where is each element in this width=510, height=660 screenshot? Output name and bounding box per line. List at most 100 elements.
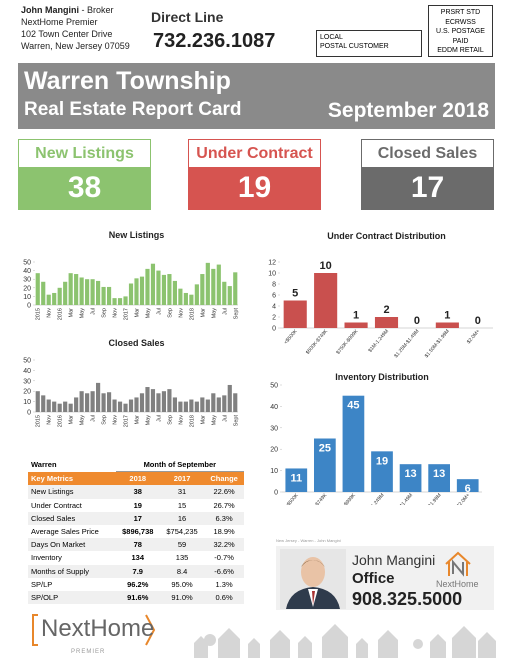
x-tick-label: Sept — [233, 308, 239, 320]
agent-role: - Broker — [81, 5, 114, 15]
bar — [283, 300, 307, 328]
table-cell: 0.6% — [215, 592, 233, 602]
header-cell: 2017 — [173, 474, 191, 484]
bar — [139, 276, 145, 305]
x-tick-label: May — [211, 415, 217, 426]
x-tick-label: 2018 — [189, 308, 195, 320]
stat-label: Under Contract — [189, 140, 320, 167]
house — [270, 630, 290, 658]
bar — [314, 273, 338, 328]
table-cell: 22.6% — [213, 487, 235, 497]
table-cell: Inventory — [31, 553, 62, 563]
y-tick-label: 0 — [272, 326, 276, 333]
bar — [150, 389, 156, 412]
banner-period: September 2018 — [327, 99, 489, 122]
address: 102 Town Center Drive — [21, 29, 113, 39]
table-cell: 38 — [133, 487, 142, 497]
x-tick-label: $500K-$749K — [304, 492, 329, 505]
bar — [285, 468, 308, 492]
table-cell: -0.7% — [214, 553, 234, 563]
bar — [211, 268, 216, 305]
x-tick-label: $1.50M-$1.99M — [424, 328, 451, 359]
bar — [161, 391, 167, 412]
table-cell: SP/LP — [31, 579, 53, 589]
bar — [96, 382, 101, 412]
table-cell: 96.2% — [127, 579, 149, 589]
bar — [167, 389, 172, 412]
stat-card: Under Contract 19 — [188, 139, 321, 210]
bar — [46, 294, 51, 305]
x-tick-label: $1.25M-$1.49M — [387, 492, 414, 505]
bar — [156, 393, 161, 412]
y-tick-label: 30 — [270, 425, 278, 432]
bar — [189, 399, 194, 412]
table-cell: Months of Supply — [31, 566, 89, 576]
x-tick-label: $1M-1.249M — [363, 492, 386, 505]
photo-hair — [301, 560, 325, 567]
value-label: 11 — [290, 472, 302, 484]
bar — [227, 384, 232, 412]
x-tick-label: 2015 — [36, 308, 42, 320]
recipient-line: LOCAL — [320, 34, 343, 41]
table-title-row: Warren Month of September — [28, 458, 244, 473]
x-tick-label: Nov — [178, 308, 184, 318]
y-tick-label: 4 — [272, 304, 276, 311]
bar — [41, 395, 46, 412]
y-tick-label: 20 — [270, 447, 278, 454]
bar — [85, 393, 90, 412]
bar — [178, 288, 183, 305]
table-row: SP/LP 96.2% 95.0% 1.3% — [28, 577, 244, 591]
value-label: 10 — [320, 260, 332, 272]
x-tick-label: Mar — [200, 308, 206, 318]
y-tick-label: 40 — [23, 268, 31, 275]
bar — [79, 277, 84, 305]
bar — [211, 393, 216, 412]
table-cell: 17 — [133, 513, 142, 523]
y-tick-label: 10 — [23, 399, 31, 406]
bracket — [145, 614, 156, 646]
bar — [117, 401, 123, 412]
x-tick-label: 2017 — [124, 415, 130, 427]
bar — [216, 264, 221, 305]
value-label: 1 — [444, 310, 450, 322]
y-tick-label: 40 — [23, 368, 31, 375]
brand-roof — [445, 551, 471, 576]
value-label: 13 — [433, 468, 445, 480]
table-cell: 78 — [133, 540, 142, 550]
y-tick-label: 10 — [268, 271, 276, 278]
table-cell: 1.3% — [215, 579, 233, 589]
bar — [161, 274, 167, 305]
postage-line: ECRWSS — [445, 18, 476, 26]
bar — [63, 401, 68, 412]
bar — [96, 280, 101, 305]
tree — [413, 639, 423, 649]
x-tick-label: Sep — [167, 415, 173, 425]
value-label: 2 — [383, 304, 389, 316]
x-tick-label: Sep — [167, 308, 173, 318]
footer-tagline: PREMIER — [71, 649, 106, 655]
bar — [428, 464, 450, 492]
postage-line: EDDM RETAIL — [437, 47, 484, 54]
bar — [63, 281, 68, 305]
footer-houses — [194, 624, 496, 658]
x-tick-label: $750K-$999K — [335, 328, 360, 356]
x-tick-label: Mar — [135, 308, 141, 318]
bar — [194, 284, 199, 305]
table-cell: 91.0% — [171, 592, 193, 602]
bar — [128, 283, 134, 305]
bar — [167, 274, 172, 305]
value-label: 45 — [347, 400, 359, 412]
x-tick-label: $1.50M-$1.99M — [416, 492, 443, 505]
x-tick-label: Sep — [102, 308, 108, 318]
y-tick-label: 10 — [23, 294, 31, 301]
x-tick-label: Mar — [200, 415, 206, 425]
table-row: Inventory 134 135 -0.7% — [28, 551, 244, 565]
table-cell: Average Sales Price — [31, 527, 99, 537]
y-tick-label: 40 — [270, 404, 278, 411]
table-cell: SP/OLP — [31, 592, 59, 602]
y-tick-label: 0 — [27, 303, 31, 310]
x-tick-label: May — [80, 415, 86, 426]
table-row: Months of Supply 7.9 8.4 -6.6% — [28, 564, 244, 578]
